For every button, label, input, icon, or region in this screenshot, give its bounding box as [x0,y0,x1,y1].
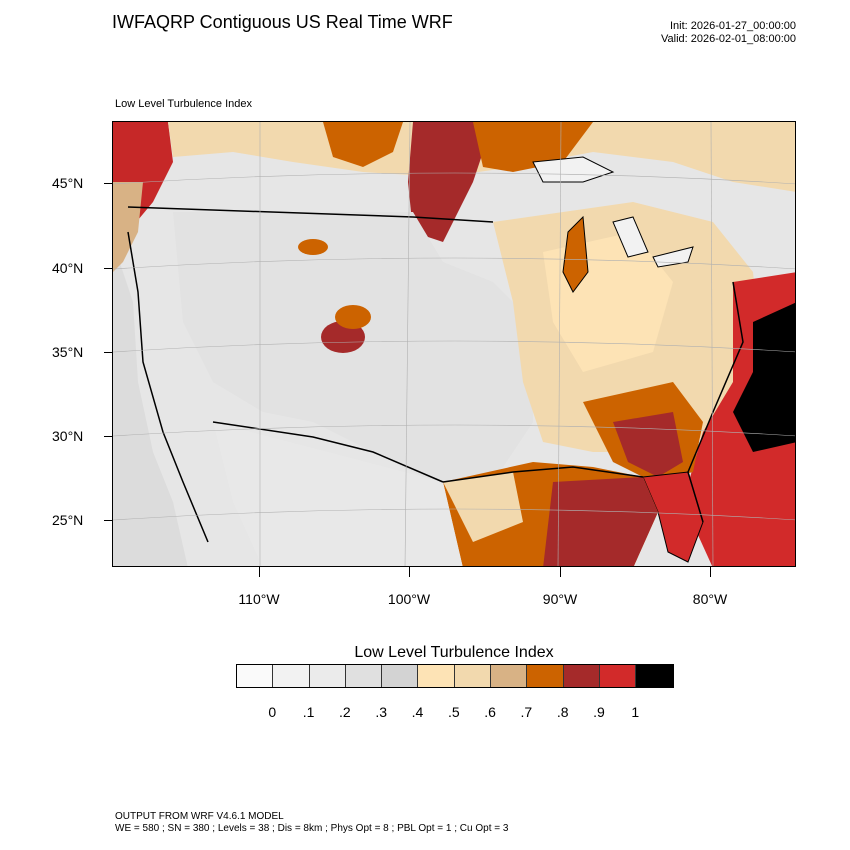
east-coastline [687,281,744,523]
legend-title: Low Level Turbulence Index [354,644,554,661]
legend-level-label: .4 [411,704,424,720]
plot-title: IWFAQRP Contiguous US Real Time WRF [112,12,453,32]
lat-label-45: 45°N [52,175,84,191]
legend-level-label: .1 [302,704,315,720]
legend-level-label: .3 [375,704,388,720]
legend-level-label: 1 [631,704,640,720]
lon-tick [409,567,410,577]
lat-label-40: 40°N [52,260,84,276]
legend-level-label: .2 [339,704,351,720]
rockies-hotspot [321,321,365,353]
mexico-border [212,421,444,483]
legend-level-label: .6 [484,704,496,720]
dakota-high [408,122,493,242]
legend-swatch [491,665,528,687]
legend-level-label: .9 [593,704,605,720]
lake-huron [612,216,649,258]
lon-tick [259,567,260,577]
legend-level-label: .7 [520,704,533,720]
gulf-east [543,477,658,566]
legend-swatch [345,665,383,687]
lon-tick [710,567,711,577]
legend-level-label: .5 [447,704,460,720]
atlantic-max [733,302,795,452]
georgia-high [613,412,683,477]
lat-label-35: 35°N [52,344,84,360]
legend-swatch [237,665,274,687]
footer-params: WE = 580 ; SN = 380 ; Levels = 38 ; Dis … [115,823,509,834]
legend-level-label: 0 [268,704,277,720]
lon-tick [560,567,561,577]
legend-swatch [563,665,600,687]
lat-tick [104,436,112,437]
footer-model: OUTPUT FROM WRF V4.6.1 MODEL [115,811,284,822]
lon-label-80w: 80°W [692,591,728,607]
canada-border [127,206,494,223]
canada-patch-1 [323,122,403,167]
legend-swatch [636,665,673,687]
gulf-west [443,472,523,542]
lat-label-30: 30°N [52,428,84,444]
rockies-hotspot-2 [335,305,371,329]
pacific-nw-mid [113,182,143,272]
lat-tick [104,520,112,521]
init-time: Init: 2026-01-27_00:00:00 [670,20,796,32]
turbulence-map [112,121,796,567]
legend-swatch [418,665,455,687]
map-subtitle: Low Level Turbulence Index [115,98,252,110]
lake-superior [532,156,615,183]
legend-colorbar [236,664,674,688]
lat-tick [104,352,112,353]
pacific-region [113,242,188,566]
map-canvas [113,122,795,566]
lon-label-90w: 90°W [542,591,578,607]
legend-swatch [382,665,419,687]
lat-tick [104,268,112,269]
lat-tick [104,183,112,184]
lon-label-100w: 100°W [387,591,431,607]
lat-label-25: 25°N [52,512,84,528]
legend-swatch [599,665,637,687]
west-coastline [127,231,209,543]
mexico [213,422,463,566]
wyoming-hotspot [298,239,328,255]
legend-swatch [454,665,492,687]
legend-level-label: .8 [556,704,569,720]
graticule [113,122,795,566]
lake-michigan [562,215,589,293]
legend-swatch [309,665,346,687]
gulf-coastline [442,466,644,483]
valid-time: Valid: 2026-02-01_08:00:00 [661,33,796,45]
legend-swatch [273,665,310,687]
legend-swatch [527,665,564,687]
lon-label-110w: 110°W [238,591,280,607]
